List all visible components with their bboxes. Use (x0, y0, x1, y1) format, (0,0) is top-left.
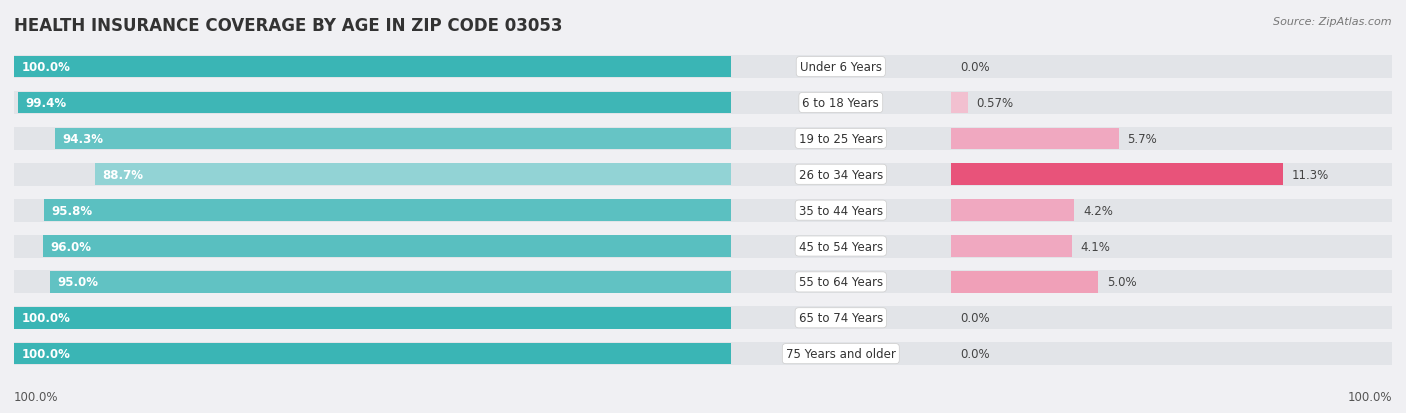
Bar (950, 128, 1392, 150)
Bar (18, 93, 731, 114)
Bar (950, 236, 1071, 257)
Bar (731, 164, 950, 186)
Bar (14, 92, 731, 115)
Bar (950, 93, 967, 114)
Bar (14, 199, 731, 222)
Bar (55, 128, 731, 150)
Text: 11.3%: 11.3% (1292, 169, 1329, 181)
Bar (950, 306, 1392, 330)
Bar (950, 92, 1392, 115)
Text: 100.0%: 100.0% (21, 61, 70, 74)
Text: 95.8%: 95.8% (51, 204, 93, 217)
Bar (950, 56, 1392, 79)
Bar (42, 236, 731, 257)
Bar (950, 271, 1392, 294)
Text: 100.0%: 100.0% (1347, 390, 1392, 403)
Text: Source: ZipAtlas.com: Source: ZipAtlas.com (1274, 17, 1392, 26)
Text: 100.0%: 100.0% (21, 311, 70, 325)
Text: 100.0%: 100.0% (14, 390, 59, 403)
Bar (731, 342, 950, 365)
Text: 35 to 44 Years: 35 to 44 Years (799, 204, 883, 217)
Bar (731, 271, 950, 294)
Text: 100.0%: 100.0% (21, 347, 70, 360)
Text: 45 to 54 Years: 45 to 54 Years (799, 240, 883, 253)
Text: 75 Years and older: 75 Years and older (786, 347, 896, 360)
Text: 0.0%: 0.0% (960, 311, 990, 325)
Text: 19 to 25 Years: 19 to 25 Years (799, 133, 883, 145)
Text: 6 to 18 Years: 6 to 18 Years (803, 97, 879, 110)
Text: 55 to 64 Years: 55 to 64 Years (799, 276, 883, 289)
Text: 96.0%: 96.0% (49, 240, 91, 253)
Bar (950, 271, 1098, 293)
Bar (14, 57, 731, 78)
Text: 0.57%: 0.57% (977, 97, 1014, 110)
Bar (731, 235, 950, 258)
Bar (14, 235, 731, 258)
Bar (14, 128, 731, 150)
Bar (49, 271, 731, 293)
Text: HEALTH INSURANCE COVERAGE BY AGE IN ZIP CODE 03053: HEALTH INSURANCE COVERAGE BY AGE IN ZIP … (14, 17, 562, 34)
Bar (950, 342, 1392, 365)
Text: 65 to 74 Years: 65 to 74 Years (799, 311, 883, 325)
Text: 95.0%: 95.0% (58, 276, 98, 289)
Bar (14, 306, 731, 330)
Bar (14, 343, 731, 365)
Bar (731, 128, 950, 150)
Text: 0.0%: 0.0% (960, 347, 990, 360)
Bar (731, 56, 950, 79)
Bar (950, 164, 1392, 186)
Bar (14, 342, 731, 365)
Text: 99.4%: 99.4% (25, 97, 66, 110)
Text: 0.0%: 0.0% (960, 61, 990, 74)
Bar (950, 164, 1284, 185)
Text: 5.0%: 5.0% (1107, 276, 1136, 289)
Text: Under 6 Years: Under 6 Years (800, 61, 882, 74)
Bar (14, 271, 731, 294)
Bar (950, 235, 1392, 258)
Bar (14, 56, 731, 79)
Bar (96, 164, 731, 185)
Bar (950, 128, 1119, 150)
Text: 5.7%: 5.7% (1128, 133, 1157, 145)
Text: 88.7%: 88.7% (103, 169, 143, 181)
Bar (44, 200, 731, 221)
Bar (731, 199, 950, 222)
Text: 26 to 34 Years: 26 to 34 Years (799, 169, 883, 181)
Bar (731, 92, 950, 115)
Bar (731, 306, 950, 330)
Text: 94.3%: 94.3% (62, 133, 103, 145)
Bar (950, 199, 1392, 222)
Text: 4.1%: 4.1% (1080, 240, 1111, 253)
Bar (14, 164, 731, 186)
Bar (950, 200, 1074, 221)
Text: 4.2%: 4.2% (1083, 204, 1114, 217)
Bar (14, 307, 731, 329)
